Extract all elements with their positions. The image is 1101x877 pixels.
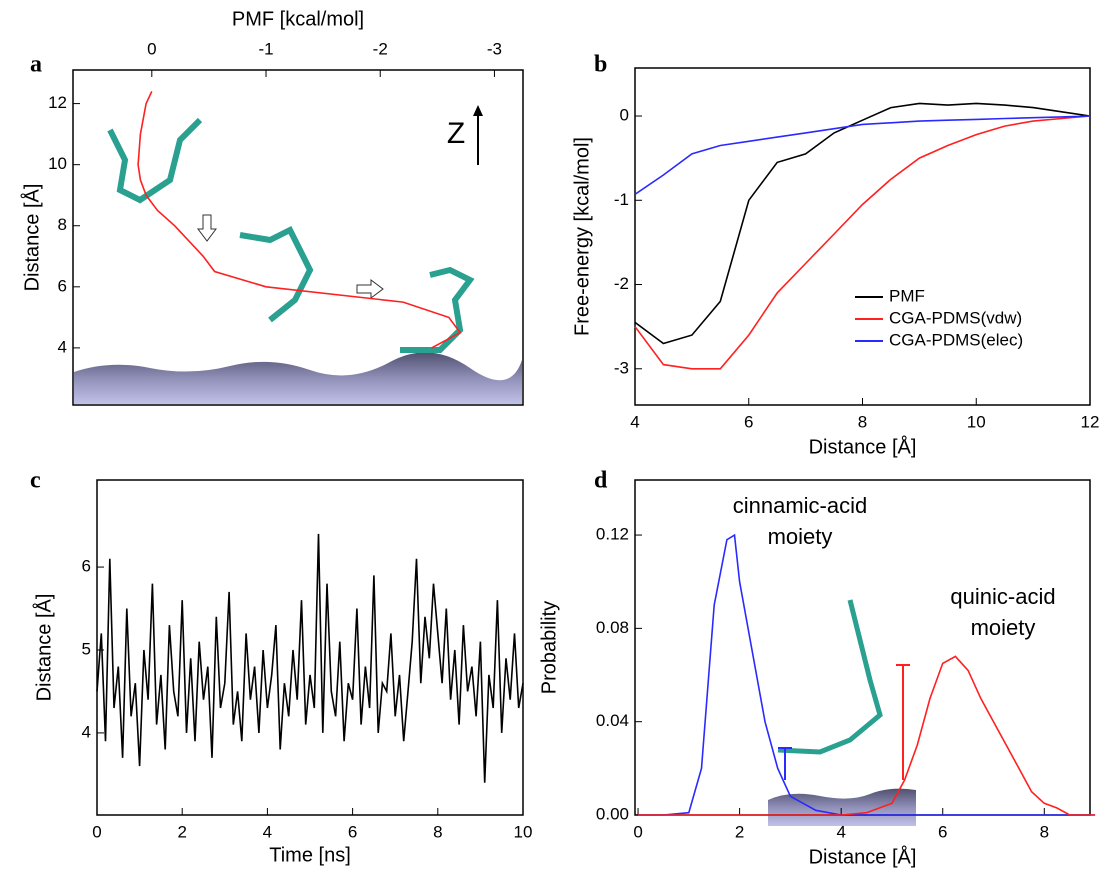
x-axis-label: Distance [Å] <box>809 435 917 458</box>
data-line <box>634 115 1091 370</box>
y-tick-label: 4 <box>58 337 67 356</box>
x-tick-label: 8 <box>858 412 867 431</box>
legend-label: PMF <box>889 286 925 305</box>
x-tick-label: 0 <box>147 39 156 58</box>
x-tick-label: 6 <box>744 412 753 431</box>
x-tick-label: 12 <box>1081 412 1100 431</box>
y-tick-label: 10 <box>48 154 67 173</box>
annotation: moiety <box>971 615 1036 640</box>
panel-label: a <box>30 52 42 78</box>
y-tick-label: 4 <box>82 722 91 741</box>
x-tick-label: 6 <box>938 822 947 841</box>
panel-label: b <box>594 52 607 78</box>
y-tick-label: 0 <box>620 106 629 125</box>
x-tick-label: -1 <box>258 39 273 58</box>
data-line <box>638 655 1096 816</box>
x-tick-label: 2 <box>177 822 186 841</box>
molecule <box>400 266 475 353</box>
y-tick-label: 5 <box>82 639 91 658</box>
annotation: cinnamic-acid <box>733 493 868 518</box>
decorations <box>74 105 916 826</box>
y-tick-label: 12 <box>48 93 67 112</box>
x-tick-label: 6 <box>348 822 357 841</box>
x-axis-label: PMF [kcal/mol] <box>232 8 364 30</box>
y-tick-label: 6 <box>82 557 91 576</box>
legend-label: CGA-PDMS(elec) <box>889 330 1023 349</box>
surface <box>74 352 522 404</box>
y-tick-label: -1 <box>614 190 629 209</box>
y-axis-label: Distance [Å] <box>20 184 43 292</box>
x-tick-label: 4 <box>836 822 845 841</box>
annotation: quinic-acid <box>950 584 1055 609</box>
x-axis-label: Distance [Å] <box>809 845 917 868</box>
legend-label: CGA-PDMS(vdw) <box>889 308 1022 327</box>
x-tick-label: 4 <box>263 822 272 841</box>
y-tick-label: -2 <box>614 274 629 293</box>
y-tick-label: -3 <box>614 358 629 377</box>
x-tick-label: 8 <box>1040 822 1049 841</box>
y-axis-label: Free-energy [kcal/mol] <box>571 137 593 336</box>
y-axis-label: Probability <box>538 601 560 694</box>
inset-molecule <box>777 599 883 755</box>
data-line <box>634 102 1091 345</box>
data-line <box>638 533 1096 816</box>
y-tick-label: 8 <box>58 215 67 234</box>
inset-surface <box>768 788 916 826</box>
y-tick-label: 0.00 <box>596 804 629 823</box>
arrow-head <box>473 105 483 116</box>
arrow <box>356 279 384 299</box>
x-tick-label: 10 <box>514 822 533 841</box>
x-tick-label: 2 <box>735 822 744 841</box>
x-tick-label: 0 <box>92 822 101 841</box>
panel-label: d <box>594 468 608 494</box>
y-tick-label: 6 <box>58 276 67 295</box>
plot-frame <box>96 479 524 816</box>
plot-frame <box>72 69 524 406</box>
panel-label: c <box>30 468 41 494</box>
annotation: Z <box>447 117 465 150</box>
y-tick-label: 0.12 <box>596 525 629 544</box>
x-tick-label: 8 <box>433 822 442 841</box>
x-axis-label: Time [ns] <box>269 844 351 866</box>
x-tick-label: 10 <box>967 412 986 431</box>
y-tick-label: 0.08 <box>596 618 629 637</box>
molecule <box>107 117 203 204</box>
data-line <box>634 115 1091 196</box>
y-axis-label: Distance [Å] <box>32 594 55 702</box>
data-line <box>96 533 524 783</box>
x-tick-label: -2 <box>373 39 388 58</box>
x-tick-label: 0 <box>633 822 642 841</box>
y-tick-label: 0.04 <box>596 711 629 730</box>
x-tick-label: -3 <box>487 39 502 58</box>
arrow <box>197 214 217 242</box>
x-tick-label: 4 <box>630 412 639 431</box>
annotation: moiety <box>768 524 833 549</box>
molecule <box>239 225 314 323</box>
data-line <box>137 91 462 349</box>
